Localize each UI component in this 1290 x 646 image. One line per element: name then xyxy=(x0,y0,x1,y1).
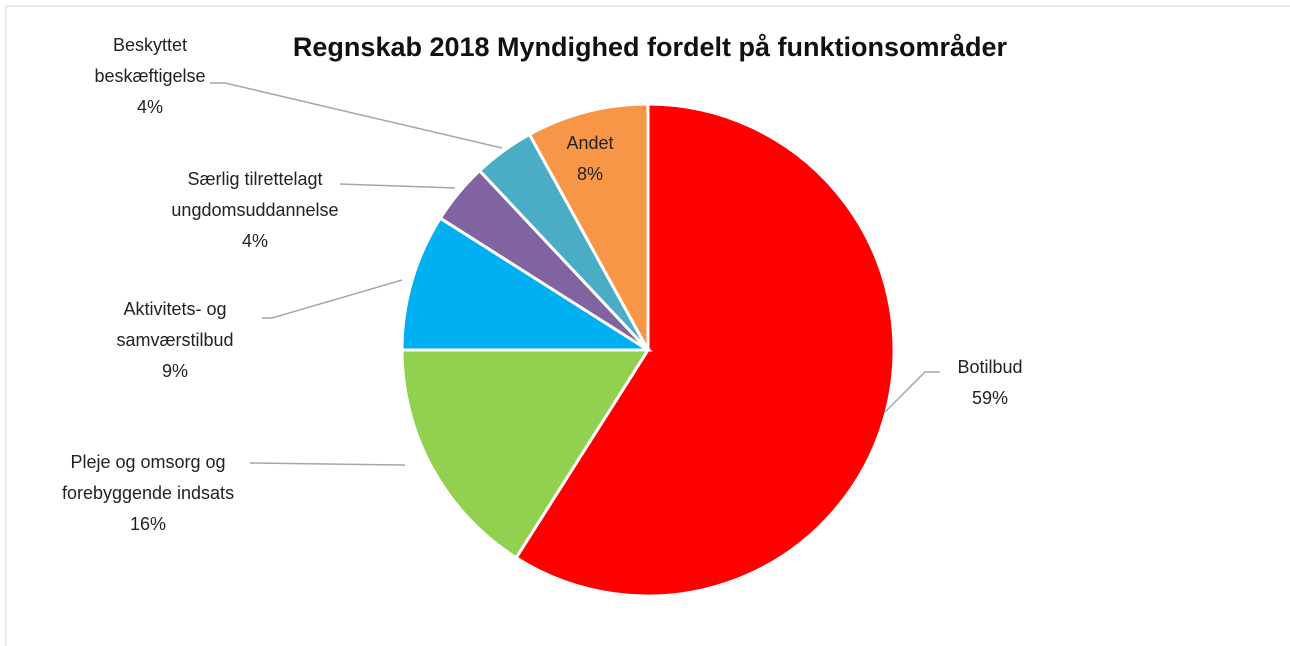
slice-value: 16% xyxy=(129,514,167,534)
leader-line xyxy=(339,183,456,189)
data-label: Særlig tilrettelagt ungdomsuddannelse 4% xyxy=(150,164,360,257)
slice-value: 4% xyxy=(241,231,268,251)
leader-line xyxy=(249,462,406,466)
slice-name: Andet xyxy=(566,133,614,153)
slice-value: 8% xyxy=(576,164,603,184)
data-label: Andet 8% xyxy=(545,128,635,190)
slice-value: 9% xyxy=(161,361,188,381)
chart-border xyxy=(5,5,1290,646)
pie-slice xyxy=(514,102,896,598)
pie-slice xyxy=(400,348,651,560)
data-label: Aktivitets- og samværstilbud 9% xyxy=(90,294,260,387)
slice-value: 59% xyxy=(971,388,1009,408)
data-label: Pleje og omsorg og forebyggende indsats 1… xyxy=(28,447,268,540)
data-label: Botilbud 59% xyxy=(925,352,1055,414)
data-label: Beskyttet beskæftigelse 4% xyxy=(80,30,220,123)
slice-name: Pleje og omsorg og forebyggende indsats xyxy=(61,452,235,503)
slice-name: Botilbud xyxy=(957,357,1023,377)
pie-slice xyxy=(400,216,654,352)
slice-value: 4% xyxy=(136,97,163,117)
slice-name: Beskyttet beskæftigelse xyxy=(94,35,206,86)
leader-line xyxy=(884,371,940,413)
chart-title: Regnskab 2018 Myndighed fordelt på funkt… xyxy=(292,32,1008,62)
leader-line xyxy=(210,82,503,149)
pie-slice xyxy=(527,102,650,351)
leader-line xyxy=(262,279,403,319)
slice-name: Aktivitets- og samværstilbud xyxy=(116,299,234,350)
slice-name: Særlig tilrettelagt ungdomsuddannelse xyxy=(171,169,339,220)
